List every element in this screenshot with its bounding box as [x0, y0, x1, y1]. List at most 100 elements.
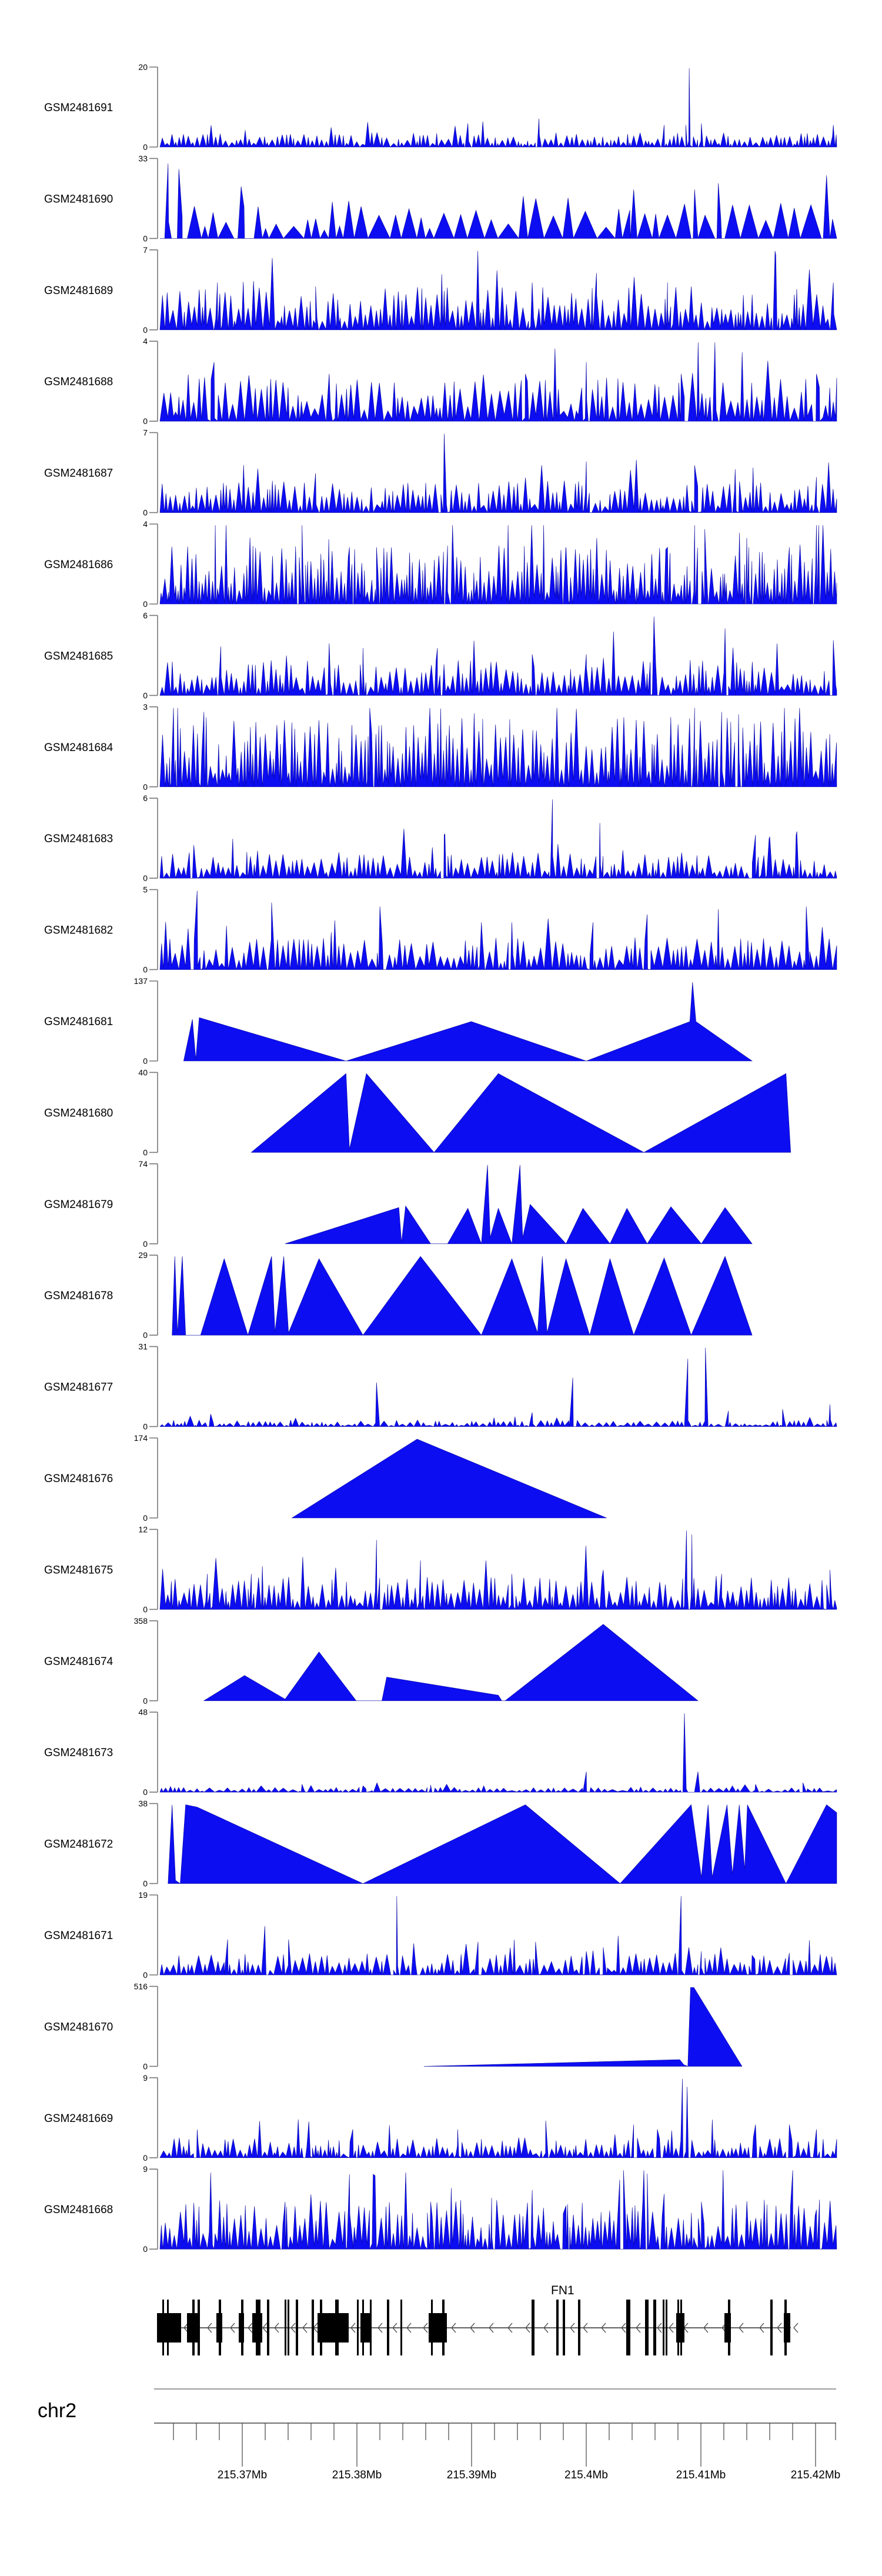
track-label: GSM2481677	[44, 1382, 113, 1394]
y-zero-label: 0	[143, 508, 148, 518]
y-axis	[149, 1986, 158, 2067]
exon-thin	[335, 2300, 339, 2355]
axis-tick-label: 215.42Mb	[791, 2469, 841, 2481]
y-axis	[149, 1620, 158, 1701]
y-axis	[149, 1163, 158, 1244]
y-max-label: 48	[138, 1707, 148, 1717]
track-GSM2481681: GSM2481681 137 0	[44, 976, 753, 1066]
exon-thin	[532, 2300, 534, 2355]
signal-area	[203, 1624, 699, 1701]
y-axis	[149, 2168, 158, 2250]
y-max-label: 5	[143, 885, 148, 895]
track-label: GSM2481678	[44, 1290, 113, 1302]
track-GSM2481686: GSM2481686 4 0	[44, 519, 837, 609]
strand-arrow-icon	[669, 2323, 674, 2333]
gene-name-label: FN1	[551, 2284, 574, 2297]
strand-arrow-icon	[657, 2323, 662, 2333]
y-axis	[149, 615, 158, 696]
exon-thin	[241, 2300, 243, 2355]
strand-arrow-icon	[350, 2323, 356, 2333]
strand-arrow-icon	[470, 2323, 475, 2333]
y-max-label: 12	[138, 1524, 148, 1534]
exon-thin	[312, 2300, 314, 2355]
exon-thin	[198, 2300, 200, 2355]
strand-arrow-icon	[377, 2323, 383, 2333]
track-GSM2481671: GSM2481671 19 0	[44, 1890, 837, 1980]
y-axis	[149, 1437, 158, 1519]
signal-area	[160, 163, 837, 239]
y-axis	[149, 980, 158, 1062]
y-zero-label: 0	[143, 1147, 148, 1157]
exon-thin	[626, 2300, 630, 2355]
track-GSM2481684: GSM2481684 3 0	[44, 702, 837, 792]
track-label: GSM2481672	[44, 1838, 113, 1851]
y-max-label: 7	[143, 245, 148, 255]
signal-area	[159, 799, 837, 879]
track-label: GSM2481674	[44, 1656, 113, 1668]
y-max-label: 9	[143, 2073, 148, 2083]
exon-thick	[157, 2313, 181, 2343]
exon-thin	[285, 2300, 286, 2355]
exon-thin	[400, 2300, 402, 2355]
y-axis	[149, 2077, 158, 2158]
axis-tick-label: 215.4Mb	[564, 2469, 608, 2481]
y-max-label: 40	[138, 1067, 148, 1077]
track-GSM2481668: GSM2481668 9 0	[44, 2164, 837, 2254]
strand-arrow-icon	[406, 2323, 412, 2333]
y-max-label: 4	[143, 336, 148, 346]
y-axis	[149, 889, 158, 970]
y-max-label: 4	[143, 519, 148, 529]
signal-area	[159, 525, 837, 605]
strand-arrow-icon	[207, 2323, 212, 2333]
signal-area	[285, 1164, 753, 1244]
track-GSM2481680: GSM2481680 40 0	[44, 1067, 791, 1157]
exon-thin	[663, 2300, 664, 2355]
strand-arrow-icon	[543, 2323, 549, 2333]
strand-arrow-icon	[230, 2323, 235, 2333]
signal-area	[159, 1896, 837, 1976]
exon-thin	[770, 2300, 773, 2355]
track-label: GSM2481684	[44, 742, 113, 754]
y-axis	[149, 1072, 158, 1153]
y-axis	[149, 798, 158, 879]
y-max-label: 33	[138, 154, 148, 163]
signal-area	[159, 251, 837, 331]
strand-arrow-icon	[392, 2323, 397, 2333]
track-label: GSM2481689	[44, 285, 113, 297]
track-GSM2481676: GSM2481676 174 0	[44, 1433, 607, 1523]
exon-thin	[677, 2300, 679, 2355]
signal-area	[159, 890, 837, 970]
y-zero-label: 0	[143, 2244, 148, 2254]
exon-thin	[431, 2300, 433, 2355]
y-zero-label: 0	[143, 1879, 148, 1888]
exon-thin	[645, 2300, 649, 2355]
y-max-label: 137	[134, 976, 148, 986]
strand-arrow-icon	[601, 2323, 606, 2333]
strand-arrow-icon	[489, 2323, 494, 2333]
track-GSM2481685: GSM2481685 6 0	[44, 610, 837, 700]
track-label: GSM2481669	[44, 2113, 113, 2125]
y-axis	[149, 1254, 158, 1336]
y-axis	[149, 158, 158, 239]
track-GSM2481674: GSM2481674 358 0	[44, 1616, 699, 1706]
y-max-label: 38	[138, 1799, 148, 1808]
strand-arrow-icon	[621, 2323, 626, 2333]
exon-thin	[256, 2300, 260, 2355]
y-zero-label: 0	[143, 599, 148, 609]
strand-arrow-icon	[451, 2323, 456, 2333]
track-GSM2481687: GSM2481687 7 0	[44, 428, 837, 518]
axis-tick-label: 215.41Mb	[676, 2469, 726, 2481]
exon-thick	[784, 2313, 790, 2343]
strand-arrow-icon	[759, 2323, 764, 2333]
signal-area	[159, 1530, 837, 1610]
strand-arrow-icon	[302, 2323, 308, 2333]
track-label: GSM2481687	[44, 468, 113, 480]
strand-arrow-icon	[274, 2323, 279, 2333]
y-zero-label: 0	[143, 1970, 148, 1980]
strand-arrow-icon	[703, 2323, 709, 2333]
signal-area	[159, 1347, 837, 1427]
y-axis	[149, 1894, 158, 1976]
y-zero-label: 0	[143, 1239, 148, 1249]
track-label: GSM2481680	[44, 1107, 113, 1119]
